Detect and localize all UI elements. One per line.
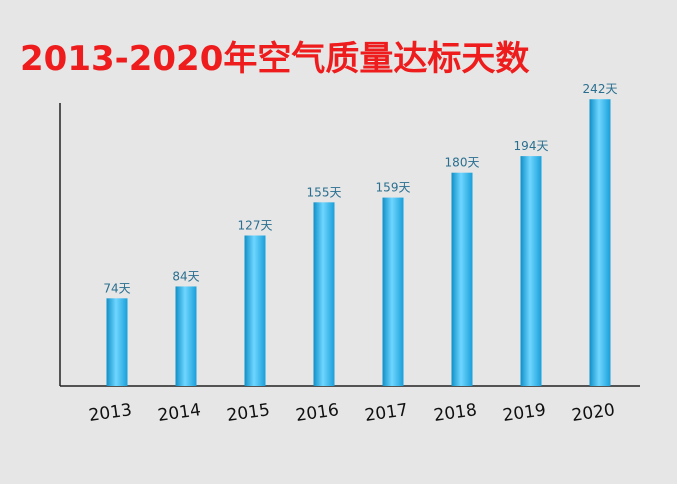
- value-label-2019: 194天: [514, 139, 549, 153]
- category-label-2020: 2020: [570, 400, 616, 426]
- value-labels-group: 74天 84天 127天 155天 159天 180天 194天 242天: [103, 82, 617, 295]
- value-label-2018: 180天: [445, 156, 480, 170]
- bar-2018: [451, 172, 473, 386]
- category-label-2017: 2017: [363, 400, 409, 426]
- category-label-2014: 2014: [156, 400, 202, 426]
- value-label-2014: 84天: [172, 269, 199, 283]
- value-label-2015: 127天: [238, 219, 273, 233]
- bars-group: [106, 99, 611, 386]
- value-label-2017: 159天: [376, 181, 411, 195]
- value-label-2020: 242天: [583, 82, 618, 96]
- chart-title: 2013-2020年空气质量达标天数: [20, 39, 529, 79]
- bar-2015: [244, 235, 266, 386]
- bar-2014: [175, 286, 197, 386]
- category-label-2019: 2019: [501, 400, 547, 426]
- bar-2013: [106, 298, 128, 386]
- bar-2016: [313, 202, 335, 386]
- bar-2017: [382, 197, 404, 386]
- value-label-2013: 74天: [103, 281, 130, 295]
- bar-2020: [589, 99, 611, 386]
- value-label-2016: 155天: [307, 185, 342, 199]
- category-label-2016: 2016: [294, 400, 340, 426]
- category-label-2018: 2018: [432, 400, 478, 426]
- category-labels-group: 2013 2014 2015 2016 2017 2018 2019 2020: [87, 400, 616, 426]
- category-label-2015: 2015: [225, 400, 271, 426]
- category-label-2013: 2013: [87, 400, 133, 426]
- bar-2019: [520, 156, 542, 386]
